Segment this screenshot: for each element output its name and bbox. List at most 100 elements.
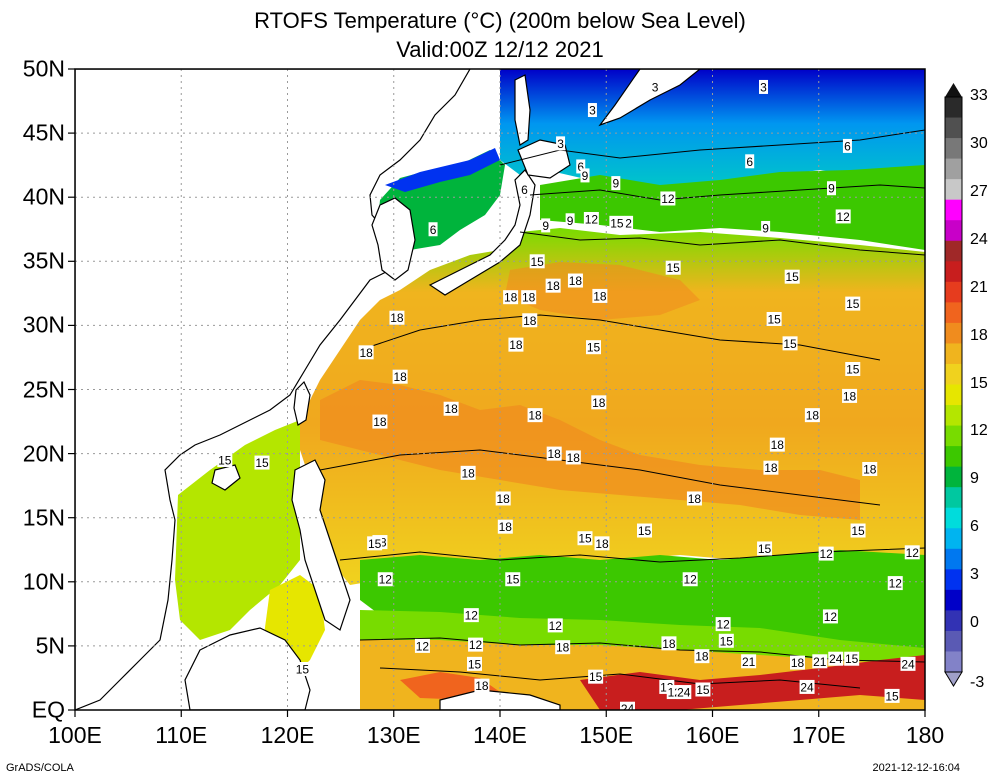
y-tick-label: 15N [22,504,65,531]
svg-text:15: 15 [296,662,310,676]
colorbar-label: 12 [970,422,988,440]
contour-label: 9 [541,218,551,233]
svg-text:15: 15 [846,362,860,376]
svg-text:2: 2 [625,216,632,230]
svg-text:18: 18 [695,650,709,664]
svg-text:12: 12 [416,639,430,653]
contour-label: 18 [842,388,858,403]
svg-text:18: 18 [688,492,702,506]
svg-text:21: 21 [813,655,827,669]
colorbar-swatch [945,425,962,447]
contour-label: 18 [495,491,511,506]
contour-label: 15 [784,269,800,284]
svg-text:15: 15 [587,341,601,355]
svg-text:6: 6 [844,139,851,153]
x-tick-label: 180 [905,722,945,748]
colorbar-swatch [945,487,962,509]
x-tick-label: 170E [791,722,846,748]
svg-text:15: 15 [368,537,382,551]
contour-label: 15 [782,336,798,351]
contour-label: 18 [358,345,374,360]
svg-text:18: 18 [843,389,857,403]
contour-label: 3 [759,79,768,94]
svg-text:3: 3 [652,80,659,94]
contour-label: 21 [812,654,828,669]
svg-text:9: 9 [542,219,549,233]
x-tick-label: 160E [685,722,740,748]
svg-text:6: 6 [430,223,437,237]
svg-text:18: 18 [390,311,404,325]
colorbar-label: 30 [970,134,988,152]
x-tick-label: 100E [48,722,102,748]
colorbar-swatch [945,507,962,529]
colorbar-swatch [945,446,962,468]
colorbar-min-arrow [944,671,963,687]
contour-label: 18 [545,278,561,293]
contour-label: 18 [686,491,702,506]
svg-text:18: 18 [373,415,387,429]
svg-text:18: 18 [771,438,785,452]
colorbar-label: -3 [970,674,985,691]
sea-of-japan-cold [385,148,500,192]
colorbar-swatch [945,322,962,344]
transition-region-south-2 [360,610,925,670]
contour-label: 18 [790,655,805,670]
japan-honshu [428,169,536,296]
svg-text:15: 15 [218,454,232,468]
contour-label: 15 [718,633,734,648]
svg-text:6: 6 [521,183,528,197]
x-tick-label: 130E [366,722,421,748]
colorbar-swatch [945,384,962,406]
contour-label: 12 [468,637,484,652]
y-tick-label: 50N [22,55,65,82]
contour-label: 12 [715,617,731,632]
contour-label: 15 [845,361,861,376]
contour-label: 18 [474,678,490,693]
contour-label: 12 [583,211,599,226]
svg-text:24: 24 [621,702,635,716]
contour-label: 15 [884,688,900,703]
colorbar-label: 9 [970,470,979,488]
contour-label: 9 [827,181,836,196]
svg-text:12: 12 [379,573,393,587]
svg-text:15: 15 [589,670,603,684]
contour-label: 9 [761,220,771,235]
svg-text:18: 18 [504,291,518,305]
svg-text:15: 15 [255,456,269,470]
svg-text:18: 18 [548,447,562,461]
contour-label: 18 [763,460,779,475]
colorbar-swatch [945,569,962,591]
svg-text:18: 18 [522,291,536,305]
contour-label: 15 [467,656,482,671]
colorbar-swatch [945,589,962,611]
svg-text:18: 18 [595,537,609,551]
colorbar [944,83,963,687]
colorbar-frame [944,96,963,673]
colorbar-label: 18 [970,326,988,344]
colorbar-swatch [945,363,962,385]
colorbar-swatch [945,117,962,139]
contour-label: 18 [372,414,388,429]
colorbar-label: 0 [970,614,979,632]
gridlines [75,69,925,710]
y-tick-label: 20N [22,440,65,467]
svg-text:15: 15 [758,542,772,556]
svg-text:12: 12 [820,547,834,561]
colorbar-swatch [945,466,962,488]
contour-label: 6 [745,154,755,169]
contour-label: 9 [611,176,621,191]
colorbar-swatch [945,610,962,632]
contour-label: 15 [294,661,310,676]
svg-text:9: 9 [828,182,835,196]
svg-text:3: 3 [760,80,767,94]
svg-text:18: 18 [523,314,537,328]
asian-mainland [75,69,471,710]
y-tick-label: 30N [22,311,65,338]
svg-text:15: 15 [610,216,624,230]
contour-label: 18 [522,313,538,328]
contour-label: 15 [577,531,593,546]
svg-text:24: 24 [829,652,843,666]
contour-label: 6 [428,222,438,237]
